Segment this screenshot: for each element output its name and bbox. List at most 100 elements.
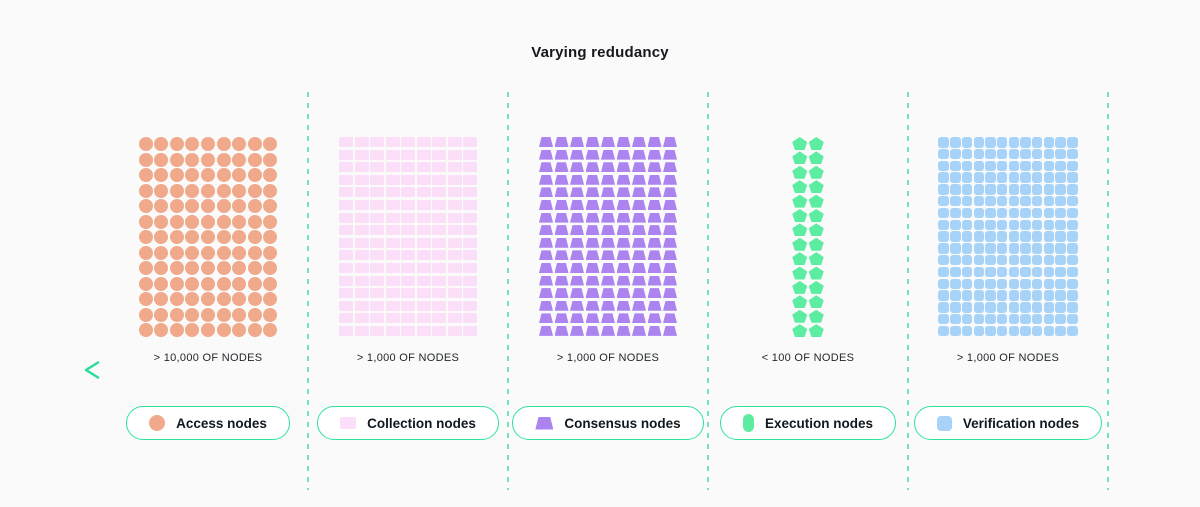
consensus-node (539, 187, 553, 198)
collection-node (370, 174, 384, 185)
collection-node (463, 300, 477, 311)
verification-node (1055, 231, 1066, 242)
collection-node (416, 250, 431, 261)
collection-node (416, 187, 431, 198)
collection-node (416, 237, 431, 248)
consensus-node (601, 225, 615, 236)
collection-node (385, 199, 400, 210)
collection-node (370, 288, 384, 299)
collection-node (401, 275, 415, 286)
verification-node (961, 137, 973, 148)
consensus-node (647, 275, 662, 286)
collection-node (416, 313, 431, 324)
collection-node (447, 212, 462, 223)
consensus-node (663, 275, 677, 286)
diagram-title: Varying redudancy (531, 44, 669, 61)
collection-node (432, 199, 446, 210)
verification-node (1043, 254, 1055, 266)
collection-node (432, 275, 446, 286)
consensus-node (632, 162, 646, 173)
verification-node (1008, 278, 1020, 290)
consensus-node (570, 313, 584, 324)
collection-node (432, 262, 446, 273)
consensus-node (570, 137, 584, 147)
consensus-node (663, 237, 677, 248)
verification-node (1031, 313, 1043, 325)
collection-node (447, 300, 462, 311)
verification-node (973, 160, 985, 172)
consensus-node (632, 325, 646, 336)
capsule-icon (742, 414, 754, 432)
collection-node (432, 325, 446, 336)
consensus-node (616, 250, 631, 261)
verification-node (985, 325, 996, 337)
access-node (216, 214, 231, 229)
sections-row: > 10,000 OF NODES Access nodes > 1,000 OF … (108, 137, 1108, 440)
collection-node (401, 325, 415, 336)
consensus-node (539, 199, 553, 210)
verification-node (961, 266, 973, 278)
consensus-node (601, 162, 615, 173)
verification-node (996, 290, 1008, 301)
consensus-node (616, 288, 631, 299)
verification-node (985, 302, 996, 313)
verification-node (1031, 243, 1043, 254)
access-node (154, 214, 169, 229)
collection-node (339, 288, 353, 299)
consensus-node (663, 174, 677, 185)
verification-node (1008, 219, 1020, 231)
collection-node (447, 174, 462, 185)
access-node (263, 245, 278, 260)
consensus-node (632, 149, 646, 160)
verification-node-grid (938, 137, 1078, 337)
verification-node (1043, 278, 1055, 290)
collection-node (447, 225, 462, 236)
consensus-node (616, 199, 631, 210)
access-node (169, 168, 184, 182)
verification-node (938, 231, 949, 242)
verification-node (938, 148, 949, 160)
collection-node (401, 262, 415, 273)
consensus-node (647, 225, 662, 236)
execution-node (792, 237, 808, 251)
consensus-node (616, 225, 631, 236)
consensus-node (554, 174, 569, 185)
collection-node (354, 250, 369, 261)
access-node (232, 230, 247, 244)
access-node (138, 230, 153, 244)
verification-node (1067, 254, 1078, 266)
access-node (138, 199, 153, 213)
consensus-node (647, 199, 662, 210)
collection-node (339, 149, 353, 160)
consensus-node (663, 212, 677, 223)
consensus-node (539, 137, 553, 147)
legend-execution: Execution nodes (719, 406, 897, 440)
collection-node (463, 262, 477, 273)
legend-access: Access nodes (126, 406, 290, 440)
consensus-node (663, 288, 677, 299)
verification-node (950, 313, 961, 325)
access-node (169, 323, 184, 337)
verification-node (938, 207, 949, 219)
access-node (138, 323, 153, 337)
verification-node (938, 254, 949, 266)
consensus-node (539, 250, 553, 261)
consensus-node (663, 250, 677, 261)
collection-node (354, 313, 369, 324)
access-node (216, 245, 231, 260)
access-node (154, 152, 169, 167)
verification-node (1008, 313, 1020, 325)
consensus-node (539, 225, 553, 236)
collection-count-label: > 1,000 OF NODES (356, 352, 460, 364)
collection-node (447, 199, 462, 210)
consensus-node (601, 325, 615, 336)
legend-consensus: Consensus nodes (512, 406, 704, 440)
access-node (232, 245, 247, 260)
verification-node (1020, 148, 1031, 160)
verification-node (1020, 195, 1031, 207)
verification-node (1055, 290, 1066, 301)
collection-node (354, 199, 369, 210)
execution-node (808, 223, 824, 237)
collection-node (354, 137, 369, 147)
access-node (138, 168, 153, 182)
